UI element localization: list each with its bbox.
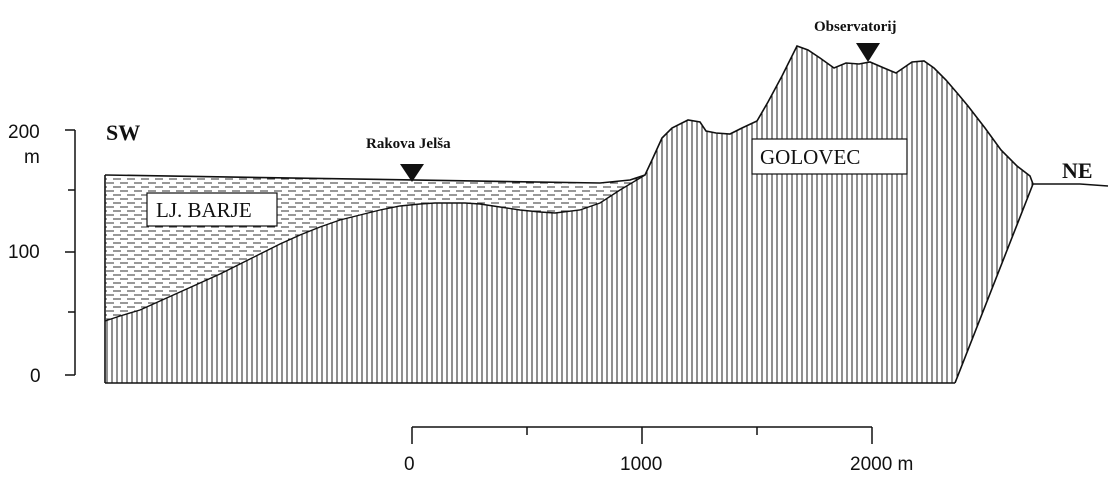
golovec-label-box: GOLOVEC <box>751 138 908 175</box>
scale-label-1000: 1000 <box>620 454 662 475</box>
observatorij-marker: Observatorij <box>814 19 896 62</box>
fault-line <box>954 183 1034 384</box>
axis-label-100: 100 <box>8 242 40 263</box>
orientation-ne-label: NE <box>1062 158 1093 183</box>
surface-profile-line <box>104 45 1109 187</box>
scale-label-0: 0 <box>404 454 415 475</box>
rakova-jelsa-marker: Rakova Jelša <box>366 136 451 182</box>
barje-label-background <box>146 192 278 227</box>
axis-label-0: 0 <box>30 366 41 387</box>
observatorij-triangle-icon <box>856 43 880 62</box>
rakova-triangle-icon <box>400 164 424 182</box>
rakova-jelsa-label: Rakova Jelša <box>366 136 451 152</box>
golovec-unit-label: GOLOVEC <box>760 145 860 169</box>
vertical-axis: 200 m 100 0 <box>8 122 76 387</box>
observatorij-label: Observatorij <box>814 19 896 35</box>
axis-label-200: 200 <box>8 122 40 143</box>
axis-unit-label: m <box>24 147 40 168</box>
bedrock-fill <box>105 46 1033 383</box>
horizontal-scale-bar: 0 1000 2000 m <box>404 426 913 475</box>
orientation-sw-label: SW <box>106 120 140 145</box>
golovec-label-background <box>751 138 908 175</box>
scale-label-2000: 2000 m <box>850 454 913 475</box>
barje-unit-label: LJ. BARJE <box>156 198 252 222</box>
barje-label-box: LJ. BARJE <box>146 192 278 227</box>
bedrock-contact-line <box>104 174 646 322</box>
